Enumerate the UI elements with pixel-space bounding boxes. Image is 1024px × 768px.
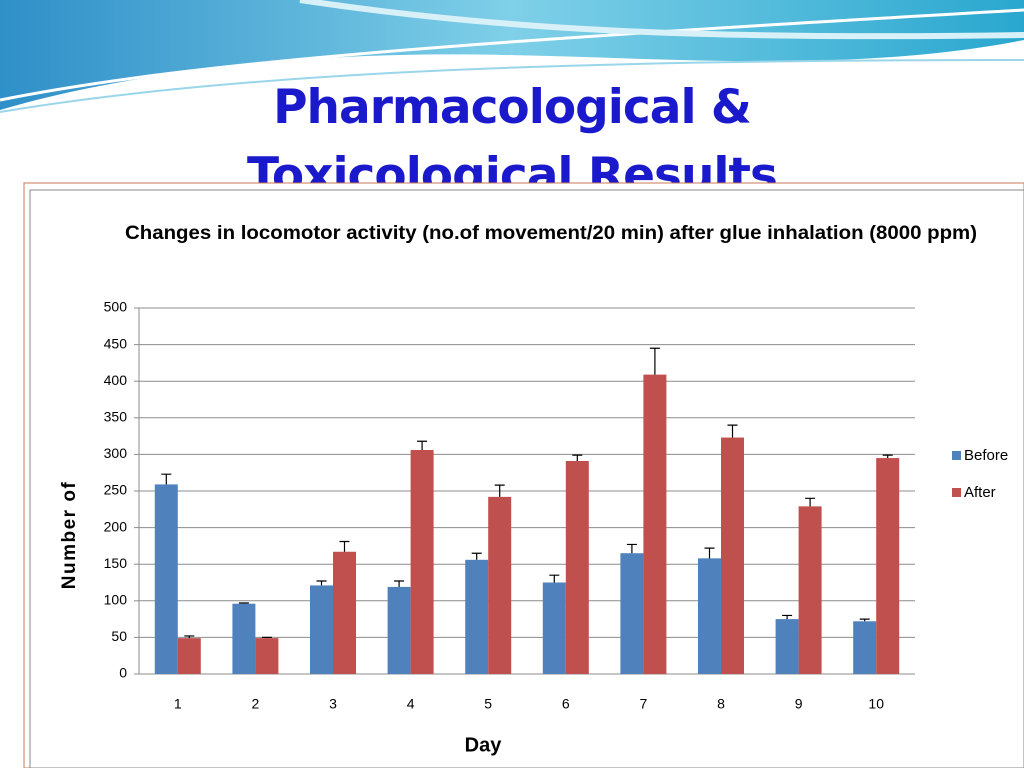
y-tick-label: 350 bbox=[104, 409, 128, 425]
error-bar bbox=[161, 473, 172, 485]
y-tick-label: 500 bbox=[104, 299, 128, 315]
error-bar bbox=[316, 580, 327, 586]
x-tick-label: 6 bbox=[562, 696, 570, 712]
error-bar bbox=[859, 618, 870, 622]
x-tick-label: 7 bbox=[640, 696, 648, 712]
error-bar bbox=[782, 614, 793, 620]
error-bar bbox=[339, 540, 350, 552]
legend-swatch bbox=[952, 451, 961, 460]
header-decoration bbox=[0, 0, 1024, 113]
error-bar bbox=[649, 347, 660, 375]
error-bar bbox=[727, 424, 738, 438]
bar bbox=[333, 551, 356, 674]
bar bbox=[154, 484, 178, 674]
bar bbox=[721, 437, 744, 674]
bar bbox=[775, 619, 799, 674]
y-tick-label: 450 bbox=[104, 335, 128, 351]
x-tick-label: 4 bbox=[407, 696, 415, 712]
bar bbox=[488, 496, 512, 674]
legend-swatch bbox=[952, 488, 961, 497]
error-bar bbox=[549, 574, 560, 583]
bar bbox=[565, 460, 589, 674]
x-axis-label: Day bbox=[465, 734, 503, 756]
bar bbox=[387, 586, 411, 674]
y-tick-label: 300 bbox=[104, 445, 128, 461]
wave-line bbox=[299, 0, 1024, 40]
bar bbox=[698, 558, 721, 674]
y-tick-label: 0 bbox=[119, 665, 127, 681]
x-tick-label: 5 bbox=[484, 696, 492, 712]
x-tick-label: 1 bbox=[174, 696, 182, 712]
x-tick-label: 2 bbox=[252, 696, 260, 712]
bar bbox=[876, 458, 900, 674]
y-axis-label: Number of bbox=[59, 481, 80, 590]
error-bar bbox=[417, 440, 428, 451]
x-tick-label: 10 bbox=[868, 696, 884, 712]
bar bbox=[853, 621, 877, 674]
error-bar bbox=[626, 543, 637, 554]
error-bar bbox=[805, 497, 816, 507]
y-tick-label: 200 bbox=[104, 518, 128, 534]
error-bar bbox=[704, 547, 715, 559]
bar bbox=[232, 603, 256, 674]
x-tick-label: 3 bbox=[329, 696, 337, 712]
error-bar bbox=[394, 580, 405, 587]
chart-title: Changes in locomotor activity (no.of mov… bbox=[125, 223, 977, 244]
y-tick-label: 150 bbox=[104, 555, 128, 571]
bar bbox=[465, 559, 489, 674]
x-tick-label: 9 bbox=[795, 696, 803, 712]
wave bbox=[0, 0, 1024, 110]
y-tick-label: 50 bbox=[111, 628, 127, 644]
error-bar bbox=[494, 484, 505, 497]
wave-line bbox=[0, 8, 1024, 102]
error-bar bbox=[238, 602, 249, 604]
error-bar bbox=[184, 635, 195, 639]
error-bar bbox=[572, 454, 583, 461]
bar bbox=[620, 553, 644, 674]
chart-area bbox=[29, 189, 1024, 768]
bar bbox=[310, 585, 333, 674]
wave-line bbox=[0, 59, 1024, 113]
bar bbox=[255, 638, 279, 674]
bar bbox=[643, 374, 667, 674]
legend-label: After bbox=[964, 484, 996, 501]
legend-label: Before bbox=[964, 447, 1008, 464]
x-tick-label: 8 bbox=[717, 696, 725, 712]
bar bbox=[542, 582, 566, 674]
y-tick-label: 100 bbox=[104, 592, 128, 608]
bar bbox=[177, 638, 201, 674]
bar bbox=[798, 506, 822, 674]
y-tick-label: 400 bbox=[104, 372, 128, 388]
bar bbox=[410, 450, 434, 674]
error-bar bbox=[471, 552, 482, 560]
error-bar bbox=[882, 454, 893, 459]
y-tick-label: 250 bbox=[104, 482, 128, 498]
error-bar bbox=[261, 636, 272, 639]
